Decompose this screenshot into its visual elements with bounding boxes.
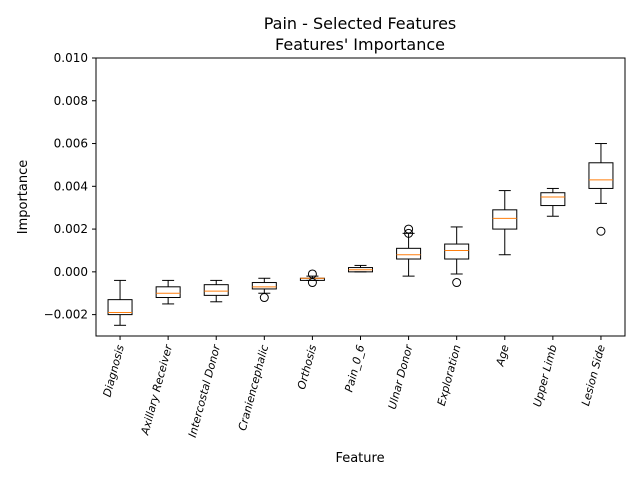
outlier-point	[404, 224, 414, 234]
y-axis-label: Importance	[16, 160, 31, 235]
box-iqr	[203, 284, 229, 296]
outlier-point	[452, 278, 462, 288]
box-iqr	[540, 192, 566, 207]
outlier-point	[307, 278, 317, 288]
outlier-point	[404, 228, 414, 238]
outlier-point	[596, 226, 606, 236]
box-iqr	[588, 162, 614, 189]
box-iqr	[155, 286, 181, 299]
box-iqr	[107, 299, 133, 316]
box-iqr	[492, 209, 518, 230]
outlier-point	[259, 293, 269, 303]
y-tick-label: 0.004	[54, 179, 88, 193]
box-iqr	[444, 243, 470, 260]
y-tick-label: 0.010	[54, 51, 88, 65]
box-iqr	[396, 247, 422, 260]
y-tick-label: 0.000	[54, 265, 88, 279]
x-tick-label: Age	[493, 343, 511, 368]
x-axis-label: Feature	[335, 451, 384, 466]
y-tick-label: −0.002	[44, 308, 88, 322]
box-iqr	[251, 282, 277, 290]
y-tick-label: 0.006	[54, 137, 88, 151]
chart-title: Pain - Selected Features	[264, 14, 457, 33]
y-tick-label: 0.008	[54, 94, 88, 108]
y-tick-label: 0.002	[54, 222, 88, 236]
chart-subtitle: Features' Importance	[275, 35, 445, 54]
outlier-point	[307, 269, 317, 279]
